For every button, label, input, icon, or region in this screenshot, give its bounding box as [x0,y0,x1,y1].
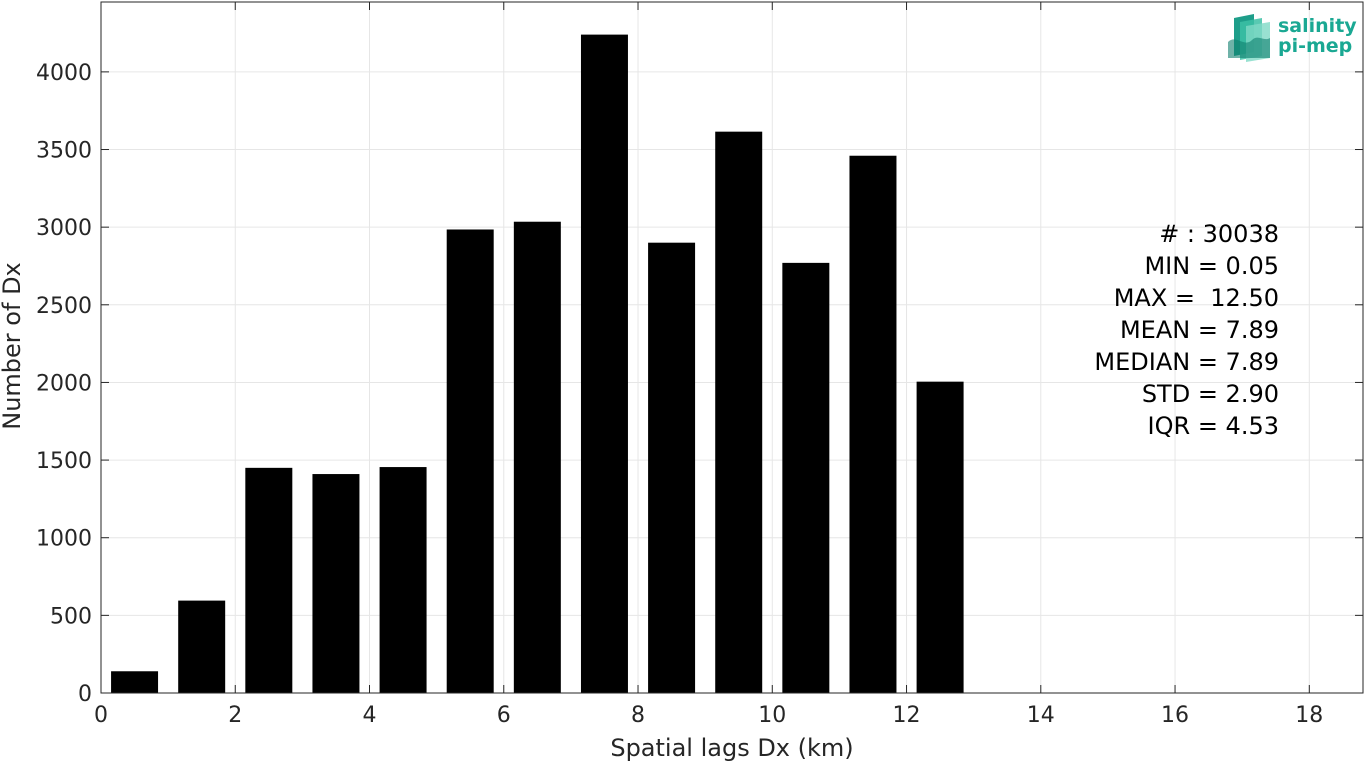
y-tick-label: 0 [78,682,92,707]
x-tick-label: 6 [497,703,511,728]
bars [111,34,964,693]
salinity-pimep-logo: salinity pi-mep [1226,12,1357,64]
x-tick-label: 10 [758,703,786,728]
histogram-bar [312,474,360,693]
x-tick-label: 8 [631,703,645,728]
x-tick-label: 16 [1161,703,1189,728]
stat-max: MAX = 12.50 [1113,284,1279,312]
histogram-bar [782,262,830,693]
x-tick-label: 0 [94,703,108,728]
histogram-bar [715,131,763,693]
histogram-bar [245,467,293,693]
y-tick-label: 2000 [36,371,92,396]
y-tick-label: 4000 [36,61,92,86]
logo-emblem-icon [1228,14,1270,62]
axes [100,1,1364,694]
histogram-bar [446,229,494,693]
logo-text-salinity: salinity [1278,15,1357,37]
y-tick-label: 3000 [36,216,92,241]
histogram-bar [849,155,897,693]
x-axis-label: Spatial lags Dx (km) [610,734,853,762]
x-tick-label: 4 [363,703,377,728]
y-tick-label: 2500 [36,294,92,319]
x-tick-label: 12 [893,703,921,728]
stat-mean: MEAN = 7.89 [1119,316,1279,344]
stat-count: # : 30038 [1159,220,1279,248]
histogram-bar [580,34,628,693]
stat-min: MIN = 0.05 [1144,252,1279,280]
histogram-bar [916,381,964,693]
plot-frame [100,1,1364,694]
stat-median: MEDIAN = 7.89 [1094,348,1279,376]
y-tick-label: 1500 [36,449,92,474]
stat-std: STD = 2.90 [1141,380,1279,408]
x-tick-label: 2 [228,703,242,728]
statistics-box: # : 30038 MIN = 0.05 MAX = 12.50 MEAN = … [1094,218,1279,442]
y-tick-label: 1000 [36,527,92,552]
y-tick-label: 500 [50,604,92,629]
x-tick-label: 14 [1027,703,1055,728]
stat-iqr: IQR = 4.53 [1147,412,1279,440]
histogram-bar [648,242,696,693]
y-axis-label: Number of Dx [0,262,26,429]
y-tick-label: 3500 [36,139,92,164]
histogram-bar [111,671,159,693]
histogram-bar [513,221,561,693]
tick-labels: 0 2 4 6 8 10 12 14 16 18 0 500 1000 1500 2000 2500 3000 3… [36,61,1323,728]
histogram-bar [178,600,226,693]
histogram-bar [379,467,427,693]
logo-text-pimep: pi-mep [1278,35,1353,57]
x-tick-label: 18 [1295,703,1323,728]
